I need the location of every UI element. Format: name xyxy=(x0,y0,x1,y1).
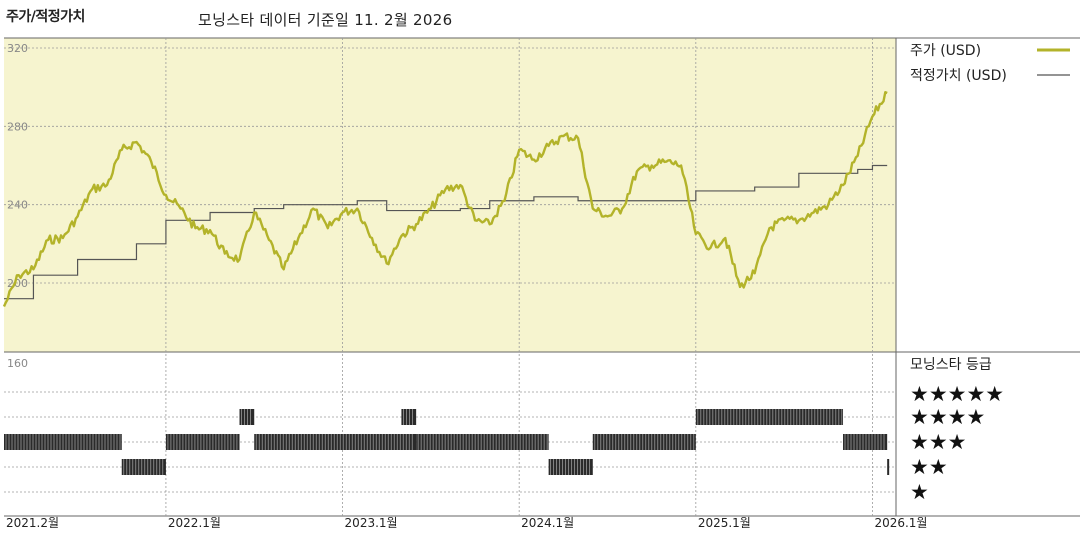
x-tick-label: 2022.1월 xyxy=(168,516,221,530)
price-line xyxy=(2,91,888,307)
x-tick-label: 2024.1월 xyxy=(521,516,574,530)
rating-bar xyxy=(165,434,240,450)
y-tick-label: 320 xyxy=(7,42,28,55)
rating-bar xyxy=(548,459,593,475)
rating-5-stars: ★★★★★ xyxy=(910,382,1004,406)
rating-1-star: ★ xyxy=(910,480,929,504)
rating-3-stars: ★★★ xyxy=(910,430,966,454)
y-tick-label: 280 xyxy=(7,120,28,133)
rating-bar xyxy=(416,434,549,450)
rating-bar xyxy=(592,434,696,450)
rating-title: 모닝스타 등급 xyxy=(910,357,992,373)
y-tick-label: 160 xyxy=(7,357,28,370)
rating-4-stars: ★★★★ xyxy=(910,405,985,429)
series-lines xyxy=(2,91,888,307)
y-tick-label: 240 xyxy=(7,199,28,212)
chart-title: 주가/적정가치 xyxy=(6,9,85,25)
rating-history xyxy=(4,409,890,475)
rating-bar xyxy=(121,459,166,475)
plot-background xyxy=(4,38,896,352)
legend-price-label: 주가 (USD) xyxy=(910,43,981,59)
y-tick-label: 200 xyxy=(7,277,28,290)
x-tick-label: 2025.1월 xyxy=(698,516,751,530)
rating-bar xyxy=(254,434,417,450)
y-tick-labels: 320 280 240 200 160 xyxy=(7,42,28,370)
rating-2-stars: ★★ xyxy=(910,455,948,479)
rating-bar xyxy=(887,459,890,475)
fair-value-line xyxy=(4,164,888,300)
chart-subtitle: 모닝스타 데이터 기준일 11. 2월 2026 xyxy=(198,11,453,29)
x-tick-label: 2023.1월 xyxy=(345,516,398,530)
x-tick-label: 2021.2월 xyxy=(6,516,59,530)
legend-fair-label: 적정가치 (USD) xyxy=(910,68,1007,84)
x-tick-label: 2026.1월 xyxy=(874,516,927,530)
x-tick-labels: 2021.2월 2022.1월 2023.1월 2024.1월 2025.1월 2026.… xyxy=(6,516,927,530)
rating-bar xyxy=(843,434,888,450)
